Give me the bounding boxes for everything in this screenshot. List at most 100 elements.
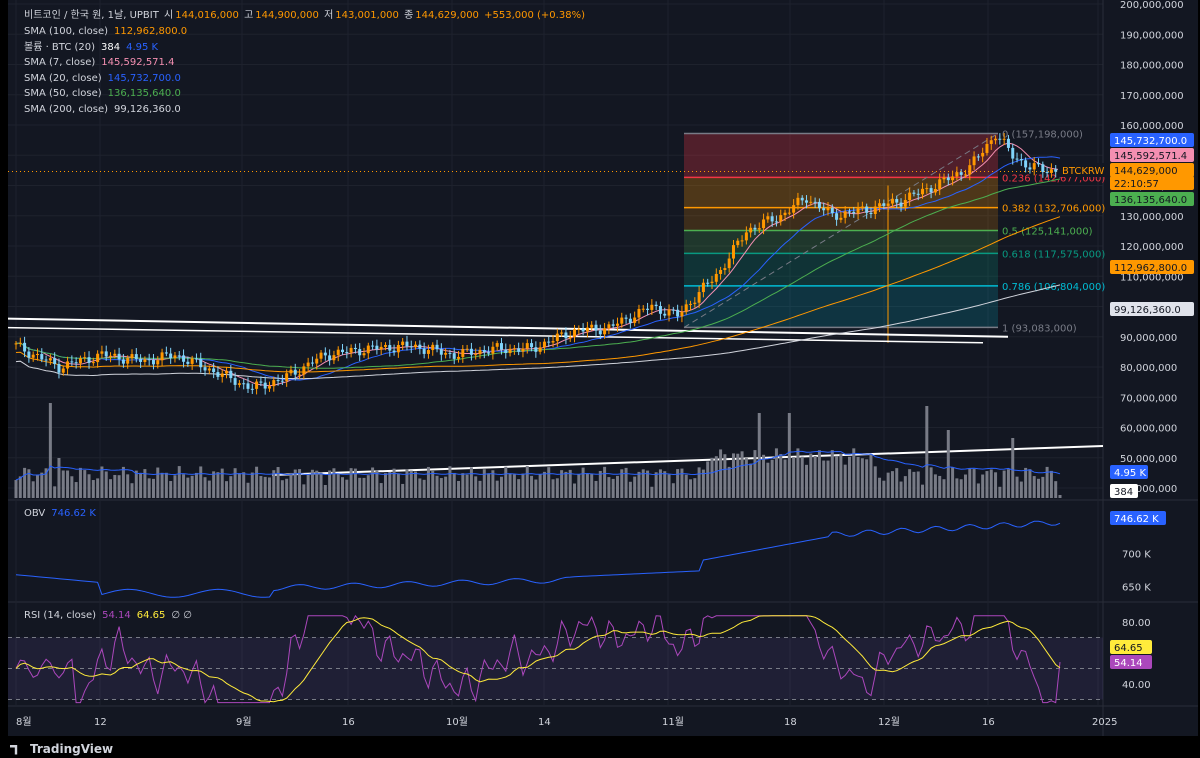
- chart-frame[interactable]: 0 (157,198,000) 0.236 (142,677,000) 0.382 …: [8, 0, 1198, 736]
- time-tick-label: 9월: [236, 716, 252, 728]
- fib-level-label: 1 (93,083,000): [1002, 323, 1077, 334]
- candle-body: [151, 359, 155, 365]
- candle-body: [637, 308, 641, 318]
- volume-bar: [289, 472, 293, 498]
- tradingview-logo[interactable]: TradingView: [10, 742, 113, 756]
- legend-sma200[interactable]: SMA (200, close) 99,126,360.0: [24, 103, 181, 115]
- candle-body: [117, 353, 121, 360]
- candle-body: [551, 341, 555, 343]
- volume-bar: [74, 482, 78, 498]
- candle-body: [710, 281, 714, 283]
- candle-body: [444, 352, 448, 355]
- volume-bar: [431, 470, 435, 498]
- candle-body: [169, 353, 173, 359]
- price-tick-label: 50,000,000: [1120, 454, 1177, 465]
- time-tick-label: 8월: [16, 716, 32, 728]
- legend-sma100[interactable]: SMA (100, close) 112,962,800.0: [24, 26, 188, 37]
- volume-bar: [615, 475, 619, 498]
- rsi-line: [15, 614, 1061, 704]
- price-tag-bg: [1110, 163, 1194, 177]
- candle-body: [684, 304, 688, 312]
- candle-body: [534, 347, 538, 352]
- symbol-tag-bg: [1058, 163, 1108, 177]
- volume-bar: [916, 471, 920, 498]
- volume-bar: [426, 466, 430, 498]
- volume-bar: [383, 473, 387, 498]
- candle-body: [439, 349, 443, 355]
- volume-bar: [994, 472, 998, 498]
- price-tick-label: 120,000,000: [1120, 242, 1184, 253]
- candle-body: [289, 369, 293, 374]
- legend-sma50[interactable]: SMA (50, close) 136,135,640.0: [24, 88, 181, 99]
- candle-body: [91, 362, 95, 364]
- volume-bar: [31, 481, 35, 498]
- open-label: 시: [164, 10, 174, 21]
- candle-body: [1054, 169, 1058, 172]
- candle-body: [744, 232, 748, 241]
- candle-body: [517, 348, 521, 352]
- volume-bar: [830, 450, 834, 498]
- legend-sma7[interactable]: SMA (7, close) 145,592,571.4: [24, 57, 175, 68]
- volume-bar: [706, 461, 710, 498]
- volume-bar: [946, 430, 950, 498]
- volume-bar: [766, 462, 770, 498]
- volume-bar: [53, 486, 57, 498]
- volume-bar: [1049, 470, 1053, 498]
- candle-body: [805, 200, 809, 203]
- volume-bar: [293, 469, 297, 498]
- volume-bar: [938, 475, 942, 498]
- volume-bar: [1041, 476, 1045, 498]
- volume-bar: [890, 471, 894, 498]
- candle-body: [882, 203, 886, 206]
- candle-body: [100, 351, 104, 354]
- volume-bar: [671, 483, 675, 498]
- volume-bar: [594, 480, 598, 498]
- volume-tag: 384: [1110, 484, 1138, 498]
- candle-body: [508, 348, 512, 354]
- candle-body: [336, 349, 340, 356]
- price-tag-bg: [1110, 260, 1194, 274]
- volume-bar: [783, 459, 787, 498]
- candle-body: [611, 324, 615, 326]
- chart-canvas[interactable]: 0 (157,198,000) 0.236 (142,677,000) 0.382 …: [8, 0, 1198, 736]
- volume-bar: [839, 453, 843, 498]
- fibonacci-retracement[interactable]: 0 (157,198,000) 0.236 (142,677,000) 0.382 …: [683, 129, 1105, 343]
- time-axis[interactable]: 8월 12 9월 16 10월 14 11월 18 12월 16 2025: [16, 716, 1117, 728]
- price-axis[interactable]: 200,000,000 190,000,000 180,000,000 170,000…: [1058, 0, 1194, 691]
- volume-bar: [392, 468, 396, 498]
- price-tag-text: 145,732,700.0: [1114, 136, 1187, 147]
- price-tag: 112,962,800.0: [1110, 260, 1194, 274]
- candle-body: [890, 199, 894, 204]
- volume-bar: [336, 473, 340, 498]
- candle-body: [843, 211, 847, 218]
- volume-bar: [18, 476, 22, 498]
- obv-legend[interactable]: OBV 746.62 K: [24, 508, 96, 519]
- candle-body: [633, 317, 637, 323]
- volume-bar: [83, 470, 87, 498]
- price-tag-bg: [1110, 192, 1194, 206]
- candle-body: [285, 373, 289, 381]
- rsi-legend[interactable]: RSI (14, close) 54.14 64.65 ∅ ∅: [24, 610, 192, 621]
- volume-bar: [255, 466, 259, 498]
- candle-body: [719, 270, 723, 274]
- close-value: 144,629,000: [415, 10, 479, 21]
- volume-bar: [100, 466, 104, 498]
- fib-level-label: 0.5 (125,141,000): [1002, 226, 1093, 237]
- sma50-line: [15, 178, 1061, 369]
- candle-body: [1015, 158, 1019, 160]
- volume-bar: [40, 472, 44, 498]
- candle-body: [895, 199, 899, 203]
- legend-sma20[interactable]: SMA (20, close) 145,732,700.0: [24, 72, 181, 84]
- legend-volume[interactable]: 볼륨 · BTC (20) 384 4.95 K: [24, 41, 159, 53]
- volume-tag: 4.95 K: [1110, 465, 1148, 479]
- candle-body: [994, 138, 998, 141]
- candle-body: [186, 361, 190, 364]
- volume-bar: [1037, 478, 1041, 498]
- volume-trendline: [271, 445, 1104, 476]
- symbol-title: 비트코인 / 한국 원, 1날, UPBIT: [24, 10, 159, 21]
- candle-body: [624, 317, 628, 319]
- volume-bar: [542, 471, 546, 498]
- obv-tag-text: 746.62 K: [1114, 514, 1159, 525]
- volume-bar: [774, 448, 778, 498]
- volume-bar: [637, 471, 641, 498]
